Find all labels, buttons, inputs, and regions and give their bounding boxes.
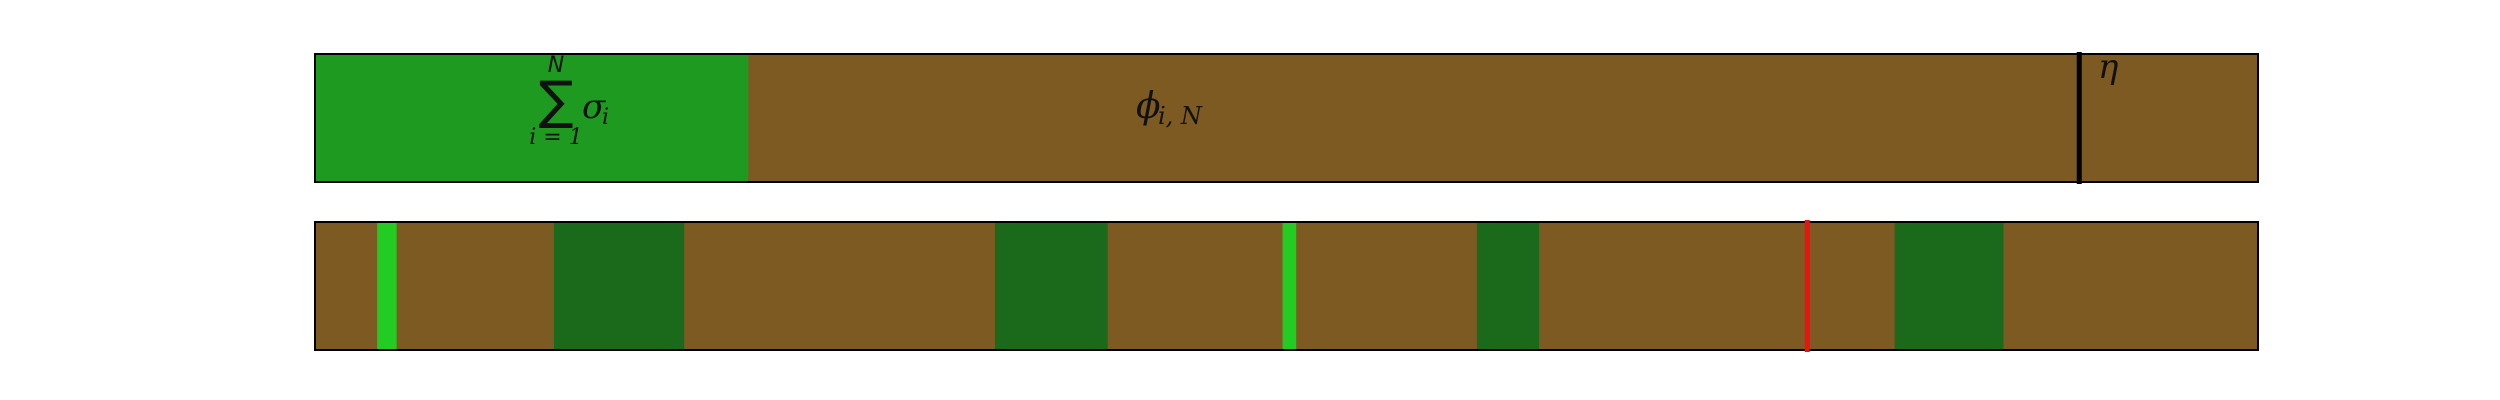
sum-upper-limit: N xyxy=(548,53,564,78)
bottom-bar xyxy=(314,220,2259,352)
phi-label: ϕ i, N xyxy=(1136,86,1203,130)
bottom-bar-segments xyxy=(377,222,2004,350)
dark-green-segment-2 xyxy=(554,222,685,350)
dark-green-segment-5 xyxy=(1476,222,1540,350)
bright-green-segment-1 xyxy=(377,222,397,350)
top-bar: N ∑ i = 1 σ i ϕ i, N η xyxy=(314,47,2259,184)
top-bar-frame xyxy=(314,53,2259,183)
sigma-symbol: σ xyxy=(582,87,606,127)
phi-symbol: ϕ xyxy=(1136,86,1161,127)
eta-label: η xyxy=(2098,47,2119,87)
bright-green-segment-4 xyxy=(1282,222,1297,350)
bottom-bar-frame xyxy=(314,221,2259,351)
dark-green-segment-3 xyxy=(995,222,1108,350)
top-bar-green-region xyxy=(315,54,749,182)
sum-sigma-label: N ∑ i = 1 σ i xyxy=(529,53,609,150)
sum-symbol: ∑ xyxy=(538,71,573,131)
dark-green-segment-6 xyxy=(1894,222,2004,350)
phi-subscript: i, N xyxy=(1158,102,1203,130)
sum-lower-limit: i = 1 xyxy=(529,125,582,150)
sigma-subscript: i xyxy=(602,105,609,130)
